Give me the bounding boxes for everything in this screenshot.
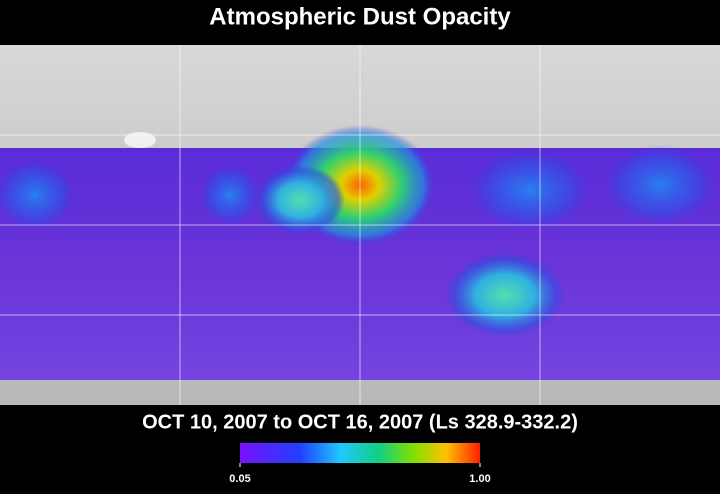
dust-region bbox=[255, 165, 345, 235]
graticule bbox=[0, 45, 720, 405]
volcano bbox=[124, 132, 156, 148]
title: Atmospheric Dust Opacity bbox=[209, 3, 511, 30]
dust-region bbox=[200, 165, 260, 225]
colorbar-tick-label: 1.00 bbox=[469, 473, 490, 485]
date-range: OCT 10, 2007 to OCT 16, 2007 (Ls 328.9-3… bbox=[142, 411, 578, 433]
colorbar-tick-label: 0.05 bbox=[229, 473, 250, 485]
colorbar bbox=[240, 443, 480, 463]
dust-region bbox=[0, 160, 75, 230]
map bbox=[0, 45, 720, 405]
dust-region bbox=[605, 145, 715, 225]
dust-region bbox=[470, 150, 590, 230]
dust-region bbox=[445, 253, 565, 337]
colorbar-ticks: 0.05 1.00 bbox=[229, 463, 491, 485]
